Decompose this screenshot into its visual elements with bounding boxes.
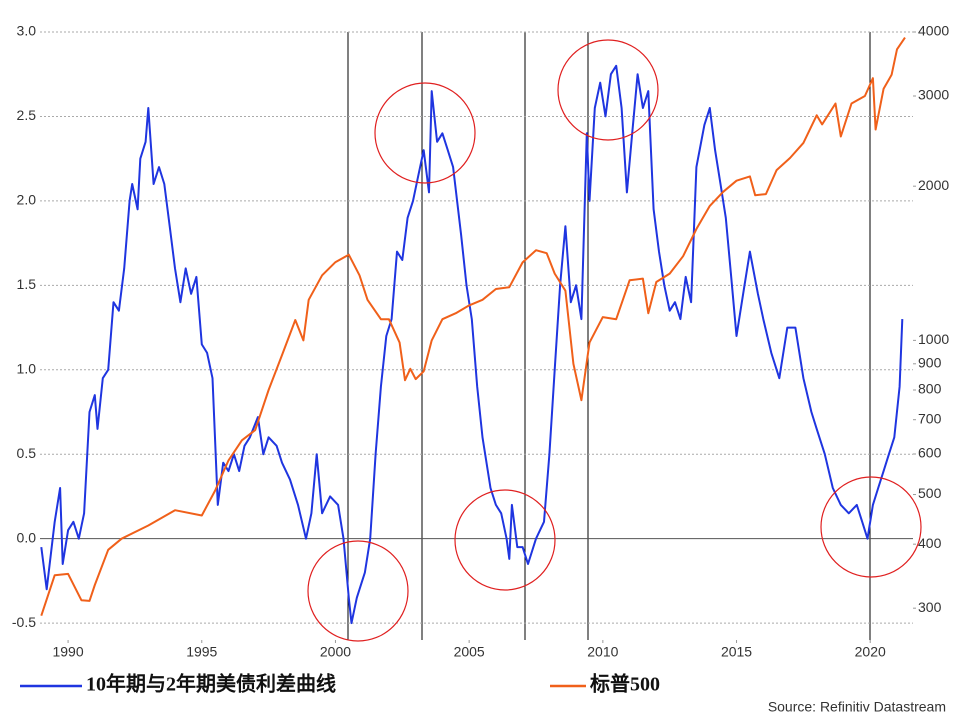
highlight-circle <box>307 540 409 642</box>
y-tick-label: 3.0 <box>17 23 37 39</box>
y2-tick-label: 600 <box>918 445 942 461</box>
y2-tick-label: 300 <box>918 599 942 615</box>
y-tick-label: 2.0 <box>17 192 37 208</box>
y2-tick-label: 1000 <box>918 331 949 347</box>
y2-tick-label: 800 <box>918 381 942 397</box>
y2-tick-label: 700 <box>918 410 942 426</box>
x-tick-label: 1995 <box>186 644 217 660</box>
y-tick-label: 1.0 <box>17 360 37 376</box>
y-tick-label: 0.5 <box>17 445 37 461</box>
y2-tick-label: 2000 <box>918 177 949 193</box>
y2-tick-label: 400 <box>918 535 942 551</box>
source-note: Source: Refinitiv Datastream <box>768 699 946 715</box>
x-tick-label: 2010 <box>587 644 618 660</box>
x-tick-label: 1990 <box>52 644 83 660</box>
highlight-circle <box>374 82 476 184</box>
event-lines <box>347 32 871 640</box>
highlight-circles <box>307 39 922 642</box>
y2-tick-label: 900 <box>918 355 942 371</box>
highlight-circle <box>820 476 922 578</box>
series-line <box>40 37 906 617</box>
x-tick-label: 2000 <box>320 644 351 660</box>
legend-label: 标普500 <box>590 672 660 696</box>
y2-tick-label: 4000 <box>918 23 949 39</box>
x-tick-label: 2015 <box>721 644 752 660</box>
y2-tick-label: 500 <box>918 485 942 501</box>
y2-tick-label: 3000 <box>918 87 949 103</box>
x-tick-label: 2005 <box>454 644 485 660</box>
highlight-circle <box>454 489 556 591</box>
y-tick-label: -0.5 <box>12 614 36 630</box>
y-tick-label: 2.5 <box>17 107 37 123</box>
plot-area: -0.5 0.0 0.5 1.0 1.5 2.0 2.5 3.0 300 400 500 600 700… <box>12 23 949 660</box>
legend-label: 10年期与2年期美债利差曲线 <box>86 672 336 696</box>
y-tick-label: 0.0 <box>17 529 37 545</box>
y-tick-label: 1.5 <box>17 276 37 292</box>
series-line <box>40 64 904 625</box>
x-tick-label: 2020 <box>855 644 886 660</box>
highlight-circle <box>557 39 659 141</box>
